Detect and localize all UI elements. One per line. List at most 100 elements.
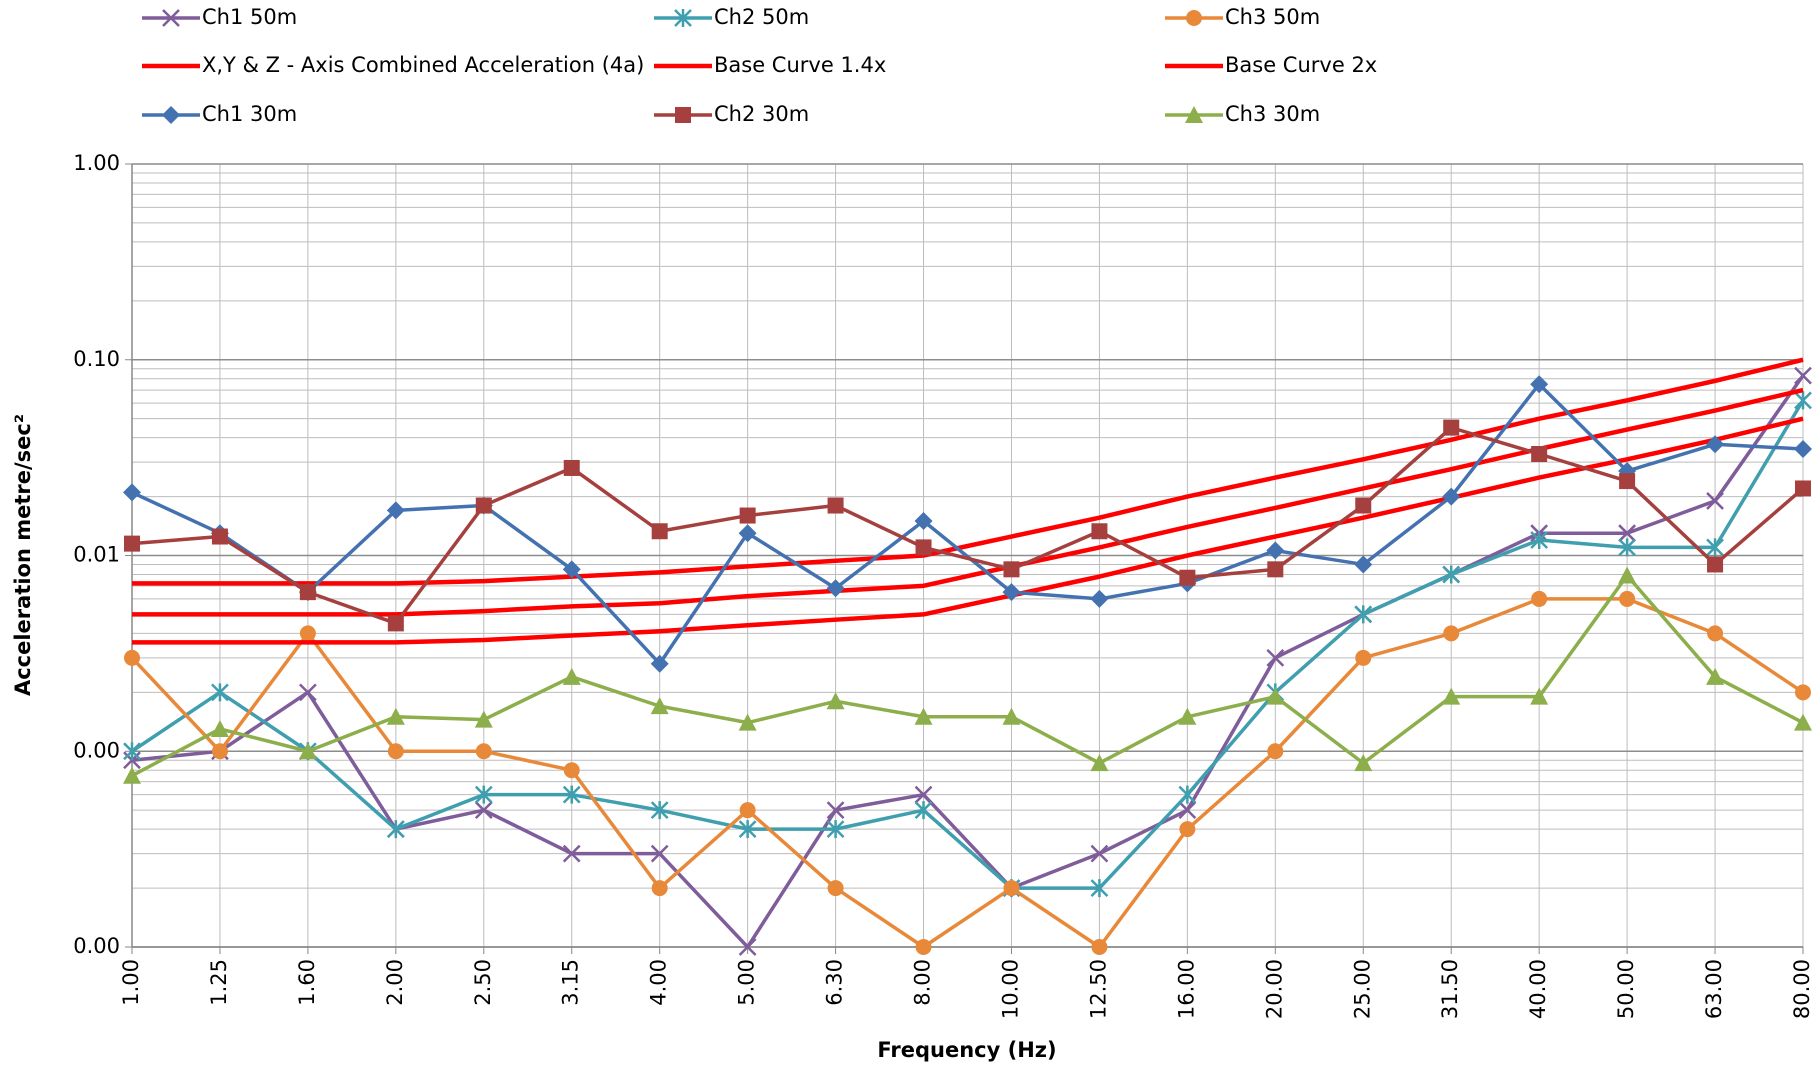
marker (1090, 589, 1109, 608)
marker (1442, 487, 1461, 506)
marker (386, 501, 405, 520)
marker (299, 584, 316, 601)
marker (162, 106, 180, 124)
marker (299, 683, 317, 702)
y-tick-label: 0.00 (73, 738, 120, 762)
marker (1266, 687, 1285, 705)
series-line (131, 399, 1805, 890)
marker (1354, 754, 1373, 772)
series-line (131, 382, 1804, 666)
marker (386, 707, 405, 725)
x-tick-label: 5.00 (735, 959, 759, 1006)
marker (475, 497, 492, 514)
marker (826, 579, 845, 598)
y-tick-label: 1.00 (73, 151, 120, 175)
marker (1531, 590, 1548, 607)
marker (1442, 687, 1461, 705)
legend-label: Base Curve 1.4x (714, 53, 886, 77)
marker (739, 802, 756, 819)
marker (1267, 561, 1284, 578)
marker (738, 524, 757, 543)
marker (386, 820, 405, 839)
x-tick-label: 8.00 (911, 959, 935, 1006)
marker (563, 459, 580, 476)
legend-item: Ch3 50m (1165, 5, 1320, 29)
marker (474, 710, 493, 728)
y-tick-label: 0.10 (73, 347, 120, 371)
marker (123, 766, 141, 784)
marker (914, 785, 933, 804)
marker (674, 9, 692, 27)
x-tick-label: 6.30 (823, 959, 847, 1006)
marker (1090, 844, 1109, 863)
marker (650, 654, 669, 673)
marker (1090, 879, 1109, 898)
legend-item: Ch2 50m (654, 5, 809, 29)
marker (1178, 785, 1197, 804)
legend-item: X,Y & Z - Axis Combined Acceleration (4a… (142, 53, 644, 77)
marker (826, 820, 845, 839)
marker (1618, 538, 1636, 557)
marker (1267, 743, 1284, 760)
legend-label: Ch2 50m (714, 5, 809, 29)
marker (651, 880, 668, 897)
x-tick-label: 2.00 (383, 959, 407, 1006)
series-line (131, 425, 1805, 626)
x-tick-label: 31.50 (1438, 959, 1462, 1019)
marker (827, 880, 844, 897)
legend-label: Base Curve 2x (1225, 53, 1377, 77)
marker (562, 667, 581, 685)
marker (1794, 391, 1812, 410)
x-tick-label: 1.00 (119, 959, 143, 1006)
marker (1442, 565, 1461, 584)
marker (650, 697, 669, 715)
marker (1794, 713, 1812, 731)
marker (915, 539, 932, 556)
legend-label: X,Y & Z - Axis Combined Acceleration (4a… (202, 53, 644, 77)
legend-label: Ch1 50m (202, 5, 297, 29)
marker (1443, 419, 1460, 436)
marker (1178, 707, 1197, 725)
x-tick-label: 40.00 (1526, 959, 1550, 1019)
marker (738, 938, 757, 956)
marker (563, 762, 580, 779)
legend-item: Base Curve 1.4x (654, 53, 886, 77)
marker (387, 743, 404, 760)
marker (1179, 569, 1196, 586)
series-line (130, 597, 1804, 949)
marker (914, 707, 933, 725)
marker (914, 801, 933, 820)
marker (1530, 375, 1549, 394)
marker (827, 497, 844, 514)
marker (124, 649, 140, 666)
marker (650, 844, 669, 863)
series-line (131, 573, 1804, 778)
marker (1794, 366, 1812, 385)
x-tick-label: 12.50 (1086, 959, 1110, 1019)
marker (1090, 754, 1109, 772)
marker (1795, 480, 1811, 497)
marker (1706, 435, 1725, 454)
marker (826, 801, 845, 820)
marker (1354, 555, 1373, 574)
y-tick-label: 0.01 (73, 543, 120, 567)
x-axis-title: Frequency (Hz) (877, 1038, 1056, 1062)
y-axis-title: Acceleration metre/sec² (11, 414, 35, 696)
marker (1003, 880, 1020, 897)
marker (298, 742, 317, 760)
marker (1178, 801, 1197, 820)
marker (562, 844, 581, 863)
marker (474, 785, 493, 804)
marker (1618, 566, 1637, 584)
marker (123, 483, 141, 502)
marker (1530, 687, 1549, 705)
marker (1530, 531, 1549, 549)
series-line (132, 416, 1804, 645)
marker (738, 820, 757, 839)
marker (738, 713, 757, 731)
marker (650, 801, 669, 820)
series-line (131, 374, 1805, 949)
marker (914, 512, 933, 531)
marker (1002, 707, 1021, 725)
